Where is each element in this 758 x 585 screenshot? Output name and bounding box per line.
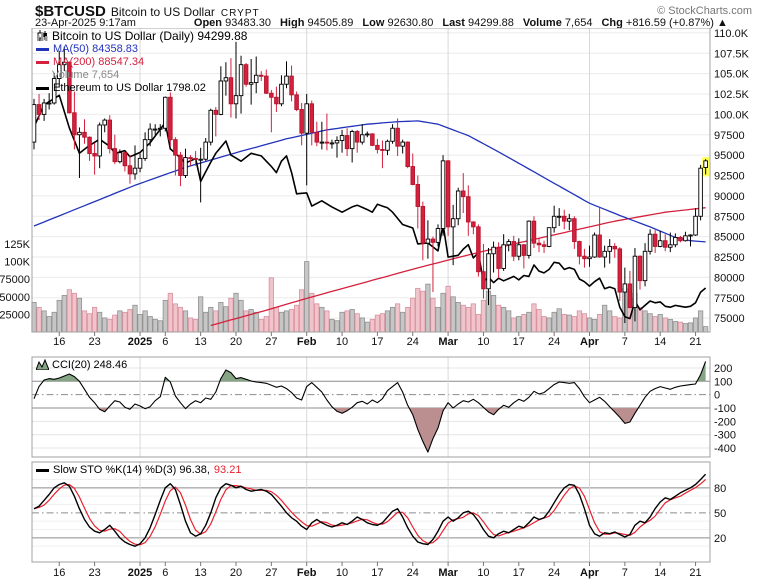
- svg-text:20: 20: [230, 336, 242, 348]
- svg-text:17: 17: [371, 336, 383, 348]
- quote-low: Low 92630.80: [362, 17, 434, 29]
- svg-text:50000: 50000: [0, 292, 30, 304]
- svg-text:125K: 125K: [4, 239, 30, 251]
- svg-text:10: 10: [336, 567, 348, 579]
- svg-text:90000: 90000: [714, 191, 745, 203]
- svg-text:0: 0: [714, 390, 720, 402]
- quote-open: Open 93483.30: [193, 17, 271, 29]
- chart-area: 110.0K 107.5K 105.0K 102.5K 100.0K 97500 95000…: [0, 28, 758, 585]
- svg-text:13: 13: [195, 336, 207, 348]
- svg-text:24: 24: [548, 567, 560, 579]
- svg-text:24: 24: [407, 336, 419, 348]
- exchange-code: CRYPT: [220, 8, 260, 19]
- svg-text:97500: 97500: [714, 130, 745, 142]
- symbol: $BTCUSD: [35, 3, 106, 20]
- chart-header: $BTCUSD Bitcoin to US Dollar CRYPT: [35, 3, 260, 21]
- svg-text:100.0K: 100.0K: [714, 109, 750, 121]
- svg-text:24: 24: [548, 336, 560, 348]
- stockcharts-credit: © StockCharts.com: [657, 5, 752, 17]
- svg-text:23: 23: [88, 336, 100, 348]
- svg-text:100K: 100K: [4, 257, 30, 269]
- svg-text:Apr: Apr: [580, 336, 600, 348]
- svg-text:14: 14: [654, 336, 666, 348]
- svg-text:92500: 92500: [714, 171, 745, 183]
- svg-text:10: 10: [477, 336, 489, 348]
- svg-text:75000: 75000: [714, 313, 745, 325]
- svg-text:7: 7: [622, 567, 628, 579]
- svg-text:23: 23: [88, 567, 100, 579]
- svg-text:-100: -100: [714, 403, 736, 415]
- svg-text:50: 50: [714, 508, 726, 520]
- symbol-name: Bitcoin to US Dollar: [110, 5, 215, 19]
- svg-text:85000: 85000: [714, 232, 745, 244]
- svg-text:20: 20: [230, 567, 242, 579]
- svg-text:Mar: Mar: [438, 567, 458, 579]
- svg-text:13: 13: [195, 567, 207, 579]
- svg-text:200: 200: [714, 363, 732, 375]
- svg-text:Feb: Feb: [297, 336, 317, 348]
- svg-text:102.5K: 102.5K: [714, 89, 750, 101]
- svg-text:16: 16: [53, 336, 65, 348]
- svg-text:27: 27: [265, 567, 277, 579]
- svg-text:80: 80: [714, 483, 726, 495]
- svg-text:82500: 82500: [714, 252, 745, 264]
- quote-high: High 94505.89: [279, 17, 354, 29]
- svg-text:17: 17: [513, 567, 525, 579]
- svg-text:Apr: Apr: [580, 567, 600, 579]
- svg-text:2025: 2025: [128, 336, 152, 348]
- svg-text:7: 7: [622, 336, 628, 348]
- svg-text:10: 10: [477, 567, 489, 579]
- svg-text:21: 21: [689, 336, 701, 348]
- price-chart-canvas: 110.0K 107.5K 105.0K 102.5K 100.0K 97500 95000…: [0, 28, 750, 579]
- svg-text:6: 6: [162, 567, 168, 579]
- quote-datetime: 23-Apr-2025 9:17am: [35, 17, 136, 29]
- svg-text:107.5K: 107.5K: [714, 48, 750, 60]
- quote-volume: Volume 7,654: [522, 17, 593, 29]
- svg-text:16: 16: [53, 567, 65, 579]
- svg-text:100: 100: [714, 376, 732, 388]
- svg-text:75000: 75000: [0, 274, 30, 286]
- svg-text:110.0K: 110.0K: [714, 28, 749, 40]
- svg-text:77500: 77500: [714, 293, 745, 305]
- svg-text:105.0K: 105.0K: [714, 69, 750, 81]
- svg-text:21: 21: [689, 567, 701, 579]
- svg-text:20: 20: [714, 533, 726, 545]
- svg-text:-400: -400: [714, 443, 736, 455]
- svg-text:Feb: Feb: [297, 567, 317, 579]
- quote-change: Chg +816.59 (+0.87%) ▲: [601, 17, 728, 29]
- svg-text:14: 14: [654, 567, 666, 579]
- svg-text:25000: 25000: [0, 309, 30, 321]
- svg-text:95000: 95000: [714, 150, 745, 162]
- svg-text:27: 27: [265, 336, 277, 348]
- quote-last: Last 94299.88: [442, 17, 514, 29]
- svg-text:6: 6: [162, 336, 168, 348]
- svg-text:17: 17: [371, 567, 383, 579]
- svg-text:24: 24: [407, 567, 419, 579]
- svg-text:80000: 80000: [714, 272, 745, 284]
- svg-text:10: 10: [336, 336, 348, 348]
- svg-text:2025: 2025: [128, 567, 152, 579]
- svg-text:87500: 87500: [714, 211, 745, 223]
- svg-text:-300: -300: [714, 430, 736, 442]
- quote-row: 23-Apr-2025 9:17am Open 93483.30 High 9450…: [35, 17, 737, 29]
- svg-text:-200: -200: [714, 416, 736, 428]
- svg-text:Mar: Mar: [438, 336, 458, 348]
- svg-text:17: 17: [513, 336, 525, 348]
